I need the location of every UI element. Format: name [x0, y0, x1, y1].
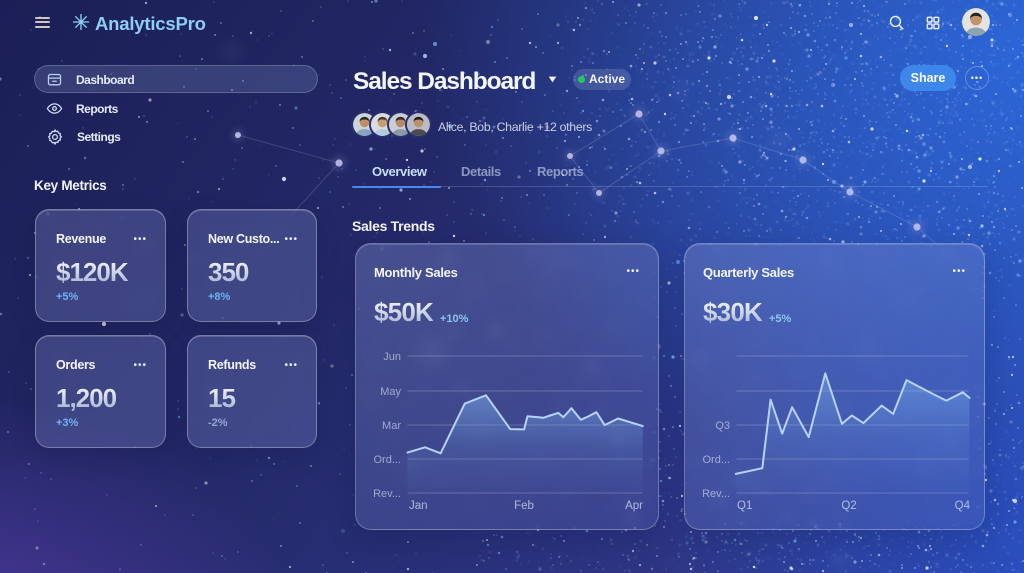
svg-text:Ord...: Ord...	[373, 454, 401, 466]
svg-text:Feb: Feb	[514, 500, 534, 512]
svg-text:Mar: Mar	[382, 420, 401, 432]
svg-text:Rev...: Rev...	[702, 488, 730, 500]
svg-text:Q1: Q1	[737, 500, 752, 512]
svg-text:May: May	[380, 386, 401, 398]
svg-text:Ord...: Ord...	[702, 454, 730, 466]
svg-text:Apr: Apr	[625, 500, 643, 512]
svg-text:Rev...: Rev...	[373, 488, 401, 500]
svg-text:Q2: Q2	[841, 500, 856, 512]
svg-text:Q3: Q3	[715, 420, 730, 432]
svg-text:Q4: Q4	[955, 500, 971, 512]
svg-text:Jun: Jun	[383, 351, 401, 363]
svg-text:Jan: Jan	[409, 500, 428, 512]
